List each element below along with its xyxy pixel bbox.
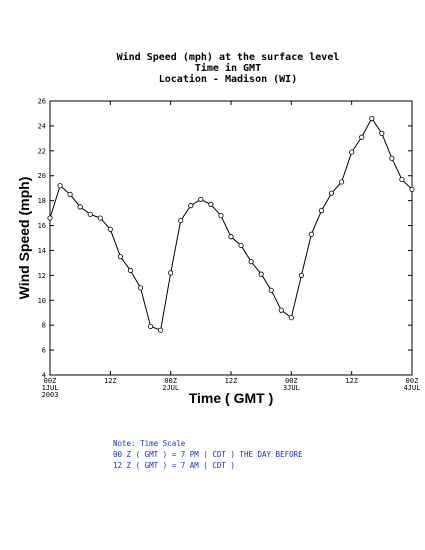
data-point	[318, 208, 325, 214]
data-point	[97, 215, 103, 221]
data-point	[339, 179, 345, 185]
x-tick-label: 12Z	[104, 377, 117, 385]
x-tick-label: 12Z	[345, 377, 358, 385]
data-point	[188, 203, 194, 209]
data-point	[308, 231, 315, 237]
data-point	[67, 191, 73, 198]
data-point	[389, 155, 395, 161]
wind-speed-series	[47, 115, 415, 333]
data-point	[137, 285, 144, 291]
x-tick-label: 00Z	[406, 377, 419, 385]
x-tick-label: 3JUL	[283, 384, 300, 392]
data-point	[399, 176, 405, 183]
y-tick-label: 20	[38, 172, 46, 180]
y-tick-label: 10	[38, 297, 46, 305]
data-point	[208, 201, 214, 207]
data-point	[379, 130, 385, 136]
data-point	[178, 217, 184, 224]
wind-speed-line	[49, 117, 413, 331]
x-tick-label: 1JUL	[42, 384, 59, 392]
x-tick-label: 00Z	[164, 377, 177, 385]
time-scale-note-title: Note: Time Scale	[113, 439, 186, 448]
x-axis-label: Time ( GMT )	[189, 390, 274, 406]
y-tick-label: 8	[42, 322, 46, 330]
data-point	[349, 149, 355, 155]
data-point	[369, 115, 375, 122]
data-point	[198, 196, 204, 202]
y-tick-label: 26	[38, 98, 46, 106]
data-point	[87, 211, 93, 217]
data-point	[107, 226, 113, 232]
time-scale-note-12z: 12 Z ( GMT ) = 7 AM ( CDT )	[113, 461, 235, 470]
data-point	[117, 254, 123, 260]
x-tick-label: 2003	[42, 391, 59, 399]
data-point	[298, 272, 304, 278]
data-point	[258, 271, 264, 277]
y-axis-label: Wind Speed (mph)	[16, 177, 32, 300]
data-point	[238, 242, 244, 249]
chart-title-line-2: Time in GMT	[195, 62, 261, 74]
x-tick-label: 2JUL	[162, 384, 179, 392]
data-point	[288, 315, 294, 321]
chart-title-line-1: Wind Speed (mph) at the surface level	[117, 51, 340, 63]
y-tick-label: 4	[42, 372, 46, 380]
data-point	[47, 215, 53, 221]
y-tick-label: 24	[38, 122, 46, 130]
data-point	[77, 204, 83, 210]
x-tick-label: 4JUL	[404, 384, 421, 392]
x-tick-label: 00Z	[285, 377, 298, 385]
data-point	[409, 186, 415, 193]
y-tick-label: 14	[38, 247, 46, 255]
chart-title-line-3: Location - Madison (WI)	[159, 73, 297, 85]
time-scale-note-00z: 00 Z ( GMT ) = 7 PM ( CDT ) THE DAY BEFO…	[113, 450, 303, 459]
data-point	[328, 190, 335, 196]
data-point	[359, 134, 365, 140]
y-tick-label: 12	[38, 272, 46, 280]
x-tick-label: 12Z	[225, 377, 238, 385]
data-point	[57, 183, 63, 189]
data-point	[127, 267, 134, 273]
y-tick-label: 18	[38, 197, 46, 205]
y-tick-label: 6	[42, 347, 46, 355]
data-point	[158, 327, 164, 333]
data-point	[147, 323, 154, 330]
data-point	[268, 287, 274, 293]
data-point	[228, 234, 234, 240]
data-point	[218, 212, 224, 219]
data-point	[168, 270, 174, 276]
y-tick-label: 16	[38, 222, 46, 230]
y-axis: 4 6 8 10 12 14 16 18 20 22 24 26	[38, 98, 412, 380]
y-tick-label: 22	[38, 147, 46, 155]
x-tick-label: 00Z	[44, 377, 57, 385]
data-point	[278, 307, 284, 313]
data-point	[248, 259, 254, 265]
